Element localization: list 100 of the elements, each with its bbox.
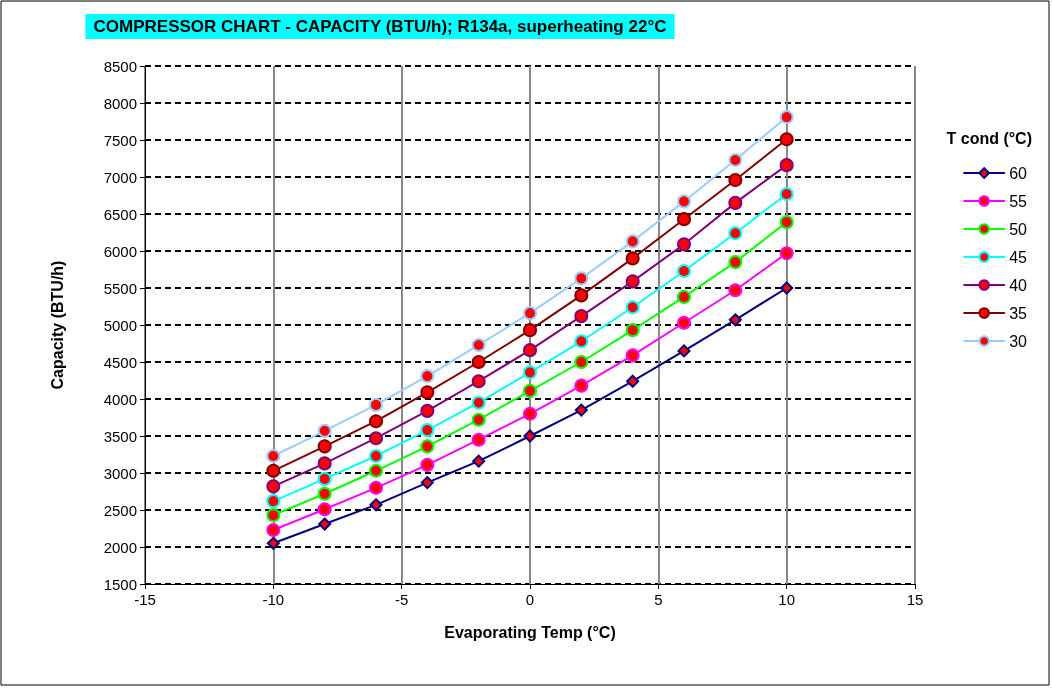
point [369,397,383,412]
point [369,414,383,429]
point [728,283,743,298]
y-tick-label: 1500 [103,575,137,593]
x-tick-label: -5 [394,591,409,608]
point [369,498,383,512]
y-tick-label: 3000 [103,464,137,482]
point [574,309,589,324]
x-tick-label: 0 [525,591,535,608]
point [779,246,794,261]
point [472,454,486,468]
chart-title: COMPRESSOR CHART - CAPACITY (BTU/h); R134a, superheating 22°C [93,17,667,36]
y-tick-label: 4000 [103,390,137,408]
point [625,300,640,315]
y-tick-label: 2500 [103,501,137,519]
y-tick-label: 8500 [103,57,137,75]
point [677,194,691,209]
y-tick-label: 5500 [103,279,137,297]
x-tick-label: 15 [906,591,924,608]
x-tick-label: 5 [654,591,663,608]
point [369,463,383,478]
point [266,494,281,509]
point [471,337,486,352]
point [266,536,280,550]
point [728,313,742,327]
point [779,132,794,147]
point [420,457,435,472]
legend-label: 45 [1009,248,1028,266]
legend-label: 35 [1009,304,1028,322]
point [625,348,640,363]
point [779,158,794,173]
point [369,480,383,495]
point [728,255,743,270]
point [728,152,743,167]
legend-label: 55 [1009,192,1028,210]
x-tick-label: 10 [778,591,796,608]
point [318,517,332,531]
legend-label: 30 [1009,332,1028,350]
point [471,355,486,369]
point [677,289,691,304]
point [317,502,332,517]
point [574,403,588,417]
point [523,383,537,398]
y-tick-label: 2000 [103,538,137,556]
x-tick-label: -10 [262,591,285,608]
point [625,251,640,266]
point [266,508,281,523]
point [471,412,486,427]
x-axis-title: Evaporating Temp (°C) [444,623,616,641]
point [625,274,640,289]
point [779,110,794,125]
point [574,271,589,286]
y-tick-label: 6000 [103,242,137,260]
y-tick-label: 3500 [103,427,137,445]
point [728,195,743,210]
y-tick-label: 7500 [103,131,137,149]
point [779,187,794,202]
point [266,463,281,478]
point [677,263,691,278]
point [471,432,486,447]
point [523,429,537,443]
point [420,403,435,418]
point [574,288,589,303]
point [369,448,383,463]
legend-label: 50 [1009,220,1028,238]
point [317,456,332,471]
y-axis-title: Capacity (BTU/h) [48,260,66,390]
point [677,315,691,330]
point [574,378,589,393]
point [471,395,486,410]
point [420,423,435,438]
legend-title: T cond (°C) [946,129,1033,147]
point [420,439,435,454]
point [523,406,537,421]
point [574,334,589,349]
point [317,486,332,501]
point [317,423,332,438]
y-tick-label: 6500 [103,205,137,223]
point [626,374,640,388]
point [420,385,435,400]
point [677,212,691,227]
point [369,431,383,446]
point [523,306,537,321]
point [625,234,640,249]
point [266,448,281,463]
point [317,471,332,486]
point [728,172,743,187]
x-tick-label: -15 [134,591,156,608]
point [677,237,691,252]
point [728,226,743,241]
y-tick-label: 5000 [103,316,137,334]
point [266,522,281,537]
point [523,365,537,380]
point [677,344,691,358]
point [266,479,281,494]
y-tick-label: 4500 [103,353,137,371]
legend-label: 60 [1009,164,1028,182]
y-tick-label: 8000 [103,94,137,112]
point [420,369,435,384]
point [317,439,332,454]
